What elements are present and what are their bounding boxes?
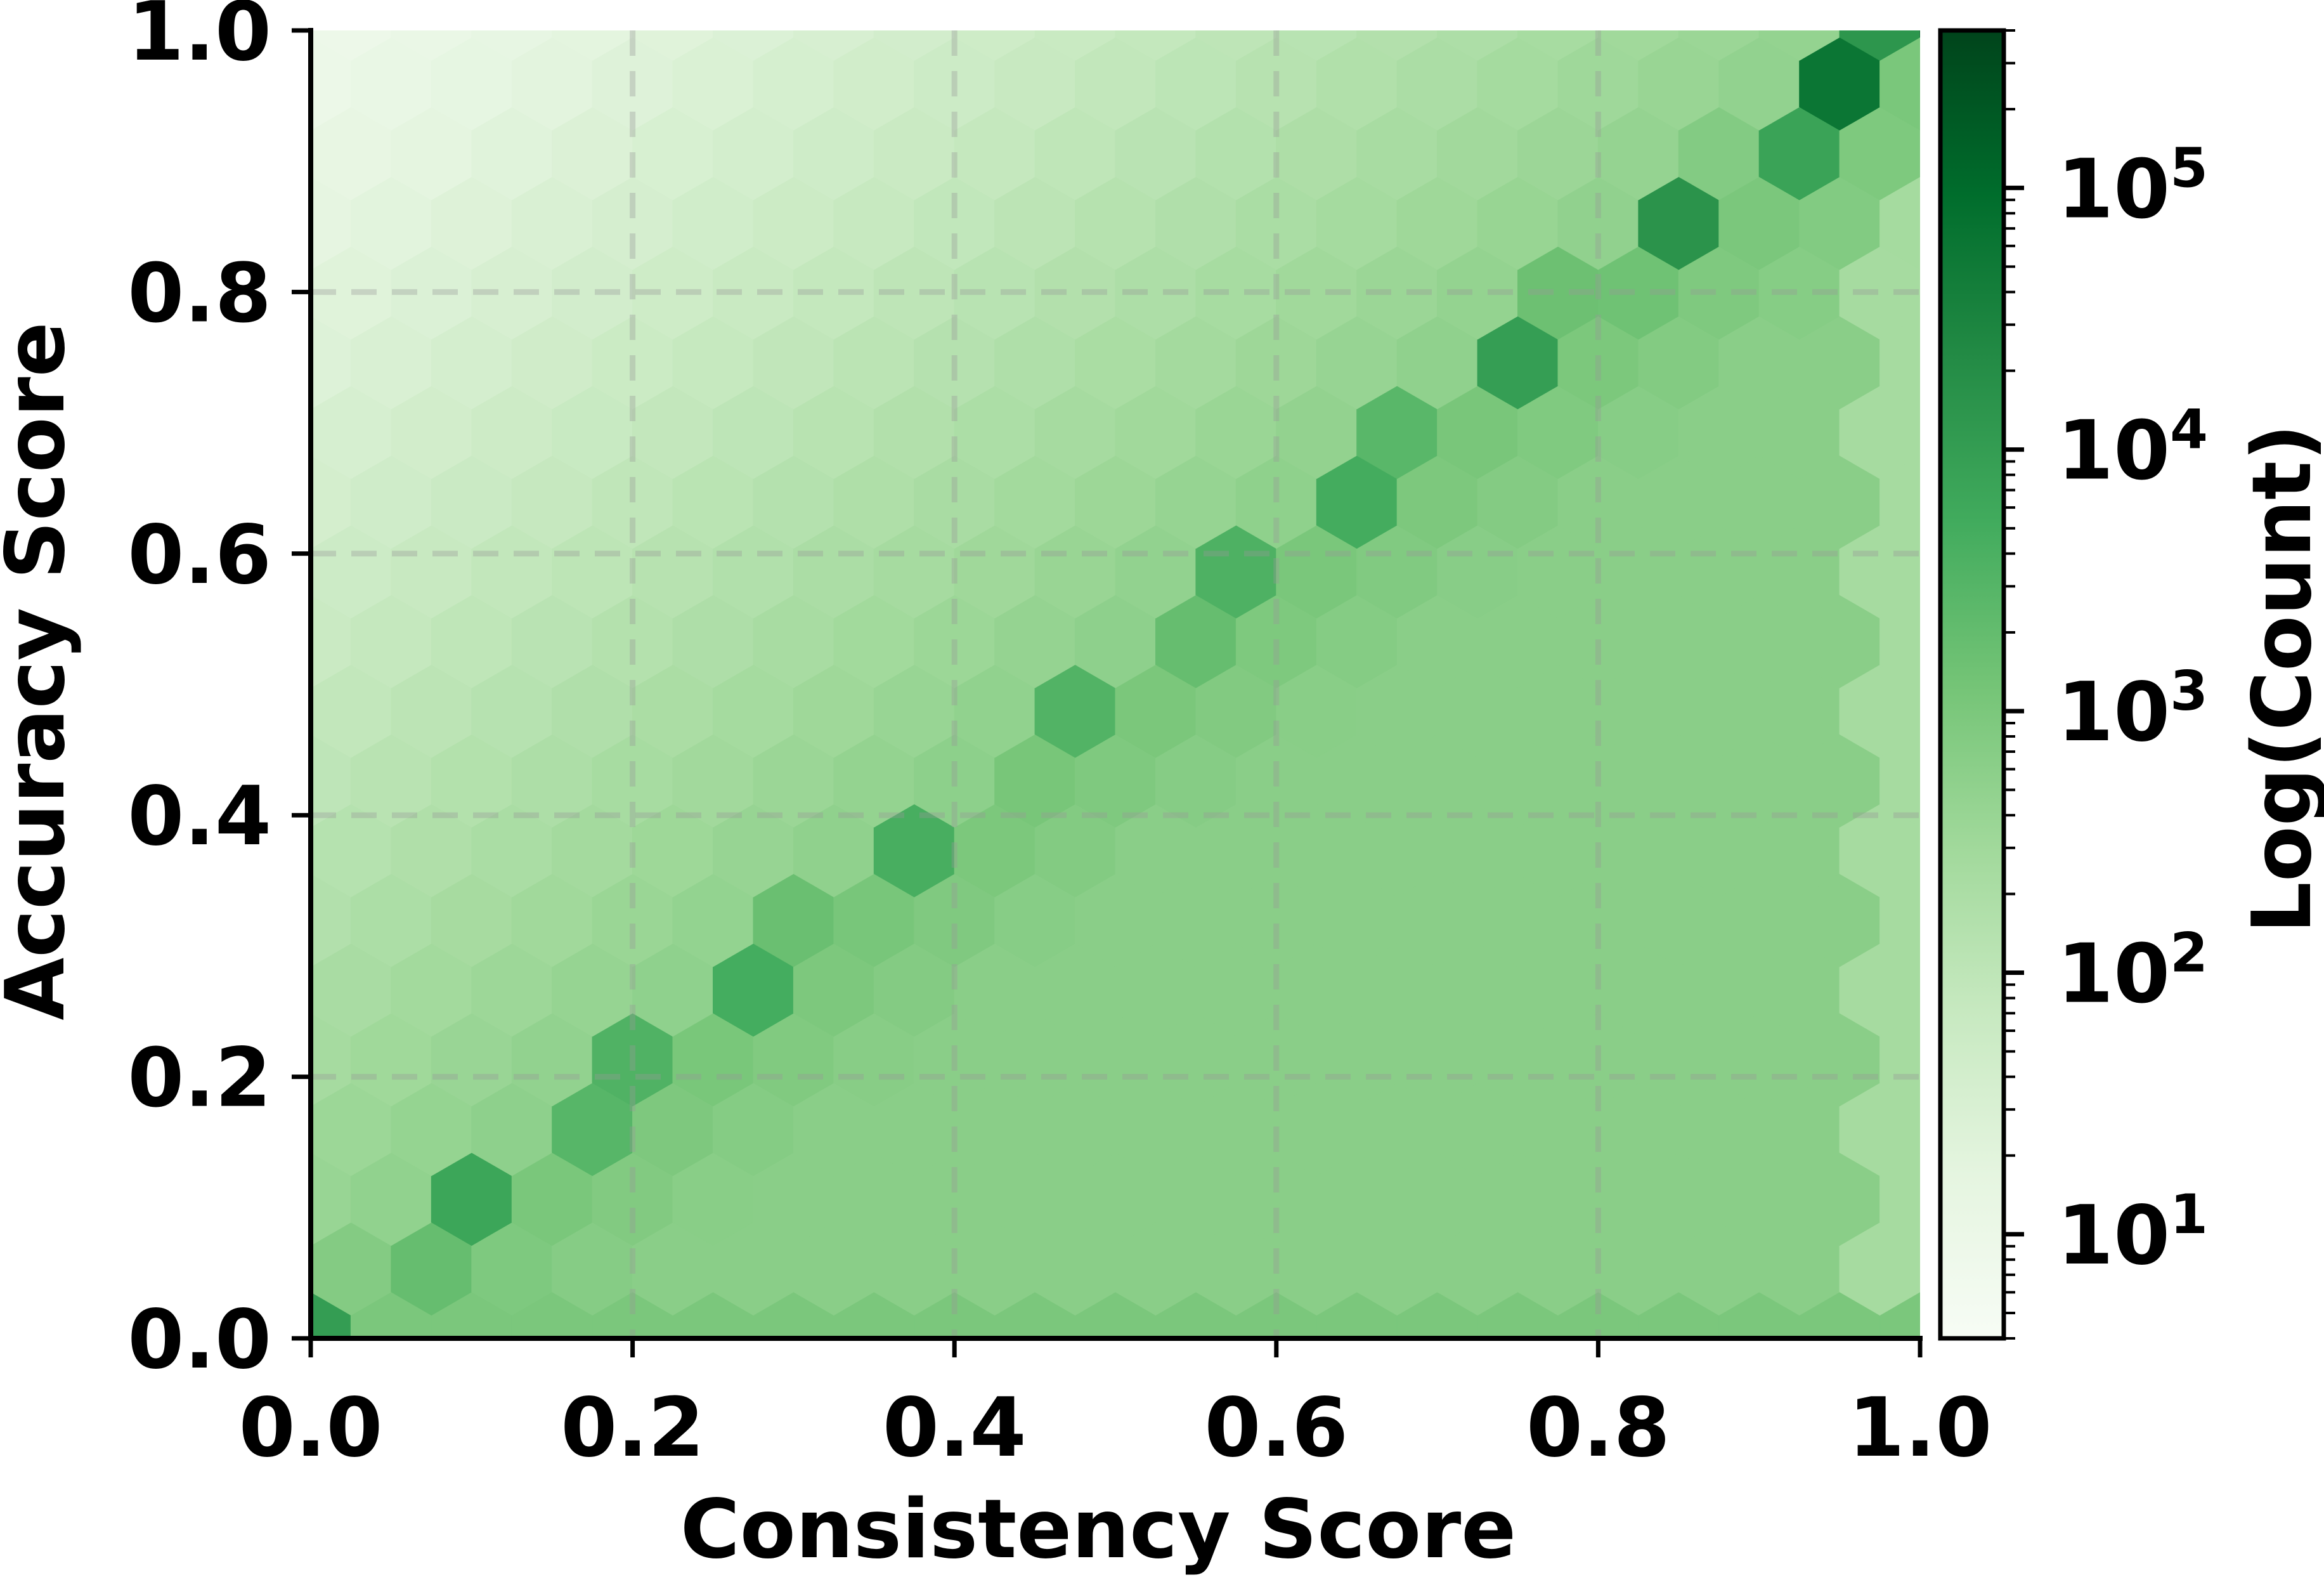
hexbin-cell <box>552 30 633 61</box>
x-tick-label: 0.8 <box>1526 1381 1670 1475</box>
hexbin-cell <box>230 386 311 479</box>
hexbin-cell <box>1035 1362 1115 1455</box>
hexbin-cell <box>230 665 311 758</box>
grid-lines <box>311 30 1920 1338</box>
hexbin-cell <box>190 873 271 967</box>
hexbin-cell <box>1195 30 1277 61</box>
hexbin-cell <box>230 943 311 1036</box>
hexbin-cell <box>391 1362 472 1455</box>
x-tick-label: 1.0 <box>1848 1381 1992 1475</box>
hexbin-cell <box>190 595 271 688</box>
y-tick-label: 1.0 <box>127 0 271 79</box>
hexbin-cell <box>190 1153 271 1246</box>
colorbar: 101 102 103 104 105 <box>1938 28 2208 1341</box>
hexbin-cell <box>230 107 311 200</box>
hexbin-cell <box>1115 30 1197 61</box>
hexbin-cell <box>1276 30 1358 61</box>
hexbin-cell <box>1678 1362 1759 1455</box>
hexbin-cell <box>2001 1362 2081 1455</box>
hexbin-cell <box>2001 1083 2081 1176</box>
hexbin-cell <box>1517 30 1599 61</box>
hexbin-cell <box>472 1362 552 1455</box>
hexbin-cell <box>1438 1362 1518 1455</box>
hexbin-cell <box>1839 30 1920 61</box>
x-tick-label: 0.0 <box>239 1381 383 1475</box>
x-tick-label: 0.6 <box>1204 1381 1348 1475</box>
hexbin-cell <box>391 30 472 61</box>
hexbin-cell <box>713 1362 794 1455</box>
x-tick-label: 0.4 <box>883 1381 1027 1475</box>
y-tick-label: 0.8 <box>127 246 271 341</box>
hexbin-cell <box>1437 30 1518 61</box>
colorbar-tick-label: 101 <box>2057 1183 2208 1283</box>
y-tick-label: 0.0 <box>127 1293 271 1387</box>
x-axis-label: Consistency Score <box>680 1482 1516 1577</box>
y-tick-label: 0.6 <box>127 508 271 603</box>
hexbin-cell <box>2001 804 2081 897</box>
hexbin-cell <box>1357 1362 1438 1455</box>
y-axis-label: Accuracy Score <box>0 322 83 1020</box>
hexbin-cell <box>632 30 713 61</box>
hexbin-cell <box>1356 30 1438 61</box>
axes: 0.0 0.2 0.4 0.6 0.8 1.0 0.0 0.2 0.4 0.6 0.8 1.0 <box>127 0 1992 1475</box>
y-tick-label: 0.2 <box>127 1031 271 1126</box>
hexbin-cell <box>1758 30 1840 61</box>
hexbin-cell <box>1678 30 1760 61</box>
hexbin-cell <box>2001 525 2081 618</box>
colorbar-tick-label: 105 <box>2057 136 2208 237</box>
plot-area <box>190 30 2081 1455</box>
hexbin-cell <box>1034 30 1116 61</box>
colorbar-tick-label: 102 <box>2057 921 2208 1021</box>
colorbar-tick-label: 104 <box>2057 398 2208 499</box>
hexbin-cell <box>873 30 955 61</box>
hexbin-cell <box>471 30 553 61</box>
hexbin-cell <box>1759 1362 1840 1455</box>
hexbin-cell <box>954 30 1035 61</box>
y-tick-label: 0.4 <box>127 769 271 864</box>
colorbar-gradient <box>1938 28 2006 1341</box>
hexbin-cell <box>1115 1362 1196 1455</box>
x-tick-label: 0.2 <box>561 1381 704 1475</box>
colorbar-tick-label: 103 <box>2057 660 2208 760</box>
hexbin-cell <box>793 30 874 61</box>
hexbin-cell <box>793 1362 874 1455</box>
hexbin-cell <box>1597 30 1679 61</box>
hexbin-cell <box>713 30 794 61</box>
hexbin-cell <box>311 30 392 61</box>
colorbar-label: Log(Count) <box>2235 424 2324 933</box>
